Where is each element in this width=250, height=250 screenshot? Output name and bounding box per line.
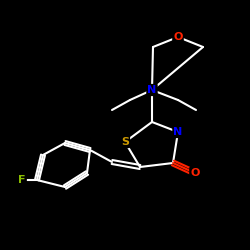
Text: F: F <box>18 175 26 185</box>
Text: O: O <box>173 32 183 42</box>
Text: N: N <box>148 85 156 95</box>
Text: O: O <box>190 168 200 178</box>
Text: S: S <box>121 137 129 147</box>
Text: N: N <box>174 127 182 137</box>
